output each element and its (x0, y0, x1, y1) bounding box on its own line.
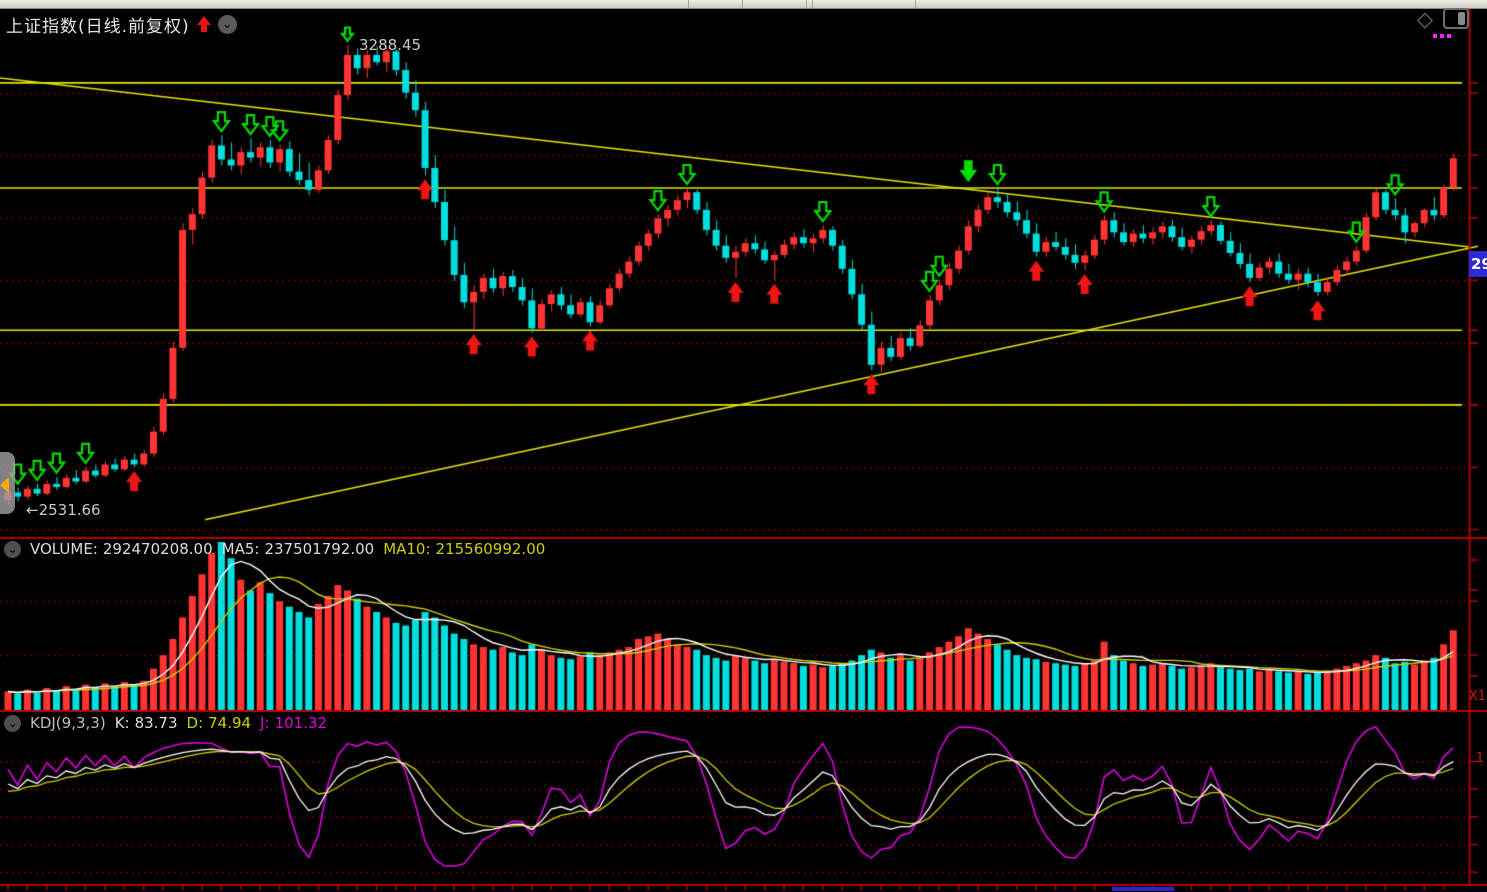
corner-toolbar: ◇ (1417, 8, 1469, 30)
chart-title-bar: 上证指数(日线.前复权) ⌄ (6, 12, 237, 37)
panel-toggle-icon[interactable] (1443, 8, 1469, 29)
collapse-pane-icon[interactable]: ⌄ (217, 15, 237, 34)
peak-price-label: 3288.45 (359, 36, 422, 54)
toolbar-divider (915, 0, 916, 8)
volume-label: VOLUME: (30, 540, 98, 558)
volume-pane-header: ⌄ VOLUME: 292470208.00 MA5: 237501792.00… (4, 540, 545, 558)
ma10-label: MA10: (383, 540, 431, 558)
toolbar-strip (0, 0, 1487, 9)
k-value: 83.73 (134, 714, 178, 732)
j-label: J: (260, 714, 270, 732)
volume-unit-label: X1 (1468, 689, 1486, 704)
toolbar-divider (812, 0, 813, 8)
kdj-label: KDJ(9,3,3) (30, 714, 106, 732)
k-label: K: (114, 714, 130, 732)
ma5-value: 237501792.00 (264, 540, 375, 558)
kdj-pane-header: ⌄ KDJ(9,3,3) K: 83.73 D: 74.94 J: 101.32 (4, 714, 327, 732)
d-value: 74.94 (208, 714, 252, 732)
horizontal-scrollbar-thumb[interactable] (1112, 887, 1174, 891)
price-axis-badge: 29 (1469, 251, 1487, 277)
menu-dots-icon[interactable] (1433, 34, 1451, 38)
collapse-kdj-icon[interactable]: ⌄ (4, 714, 21, 732)
toolbar-divider (806, 0, 807, 8)
d-label: D: (186, 714, 204, 732)
diamond-tool-icon[interactable]: ◇ (1416, 7, 1433, 31)
up-trend-arrow-icon (196, 16, 211, 33)
left-marker-arrow-icon (0, 477, 9, 493)
kdj-axis-value-label: 1 (1475, 751, 1484, 766)
collapse-volume-icon[interactable]: ⌄ (4, 540, 21, 558)
ma10-value: 215560992.00 (435, 540, 546, 558)
ma5-label: MA5: (221, 540, 260, 558)
toolbar-divider (688, 0, 689, 8)
volume-value: 292470208.00 (102, 540, 213, 558)
j-value: 101.32 (274, 714, 328, 732)
page-title: 上证指数(日线.前复权) (6, 17, 190, 37)
toolbar-divider (742, 0, 743, 8)
low-price-label: ←2531.66 (26, 501, 101, 519)
